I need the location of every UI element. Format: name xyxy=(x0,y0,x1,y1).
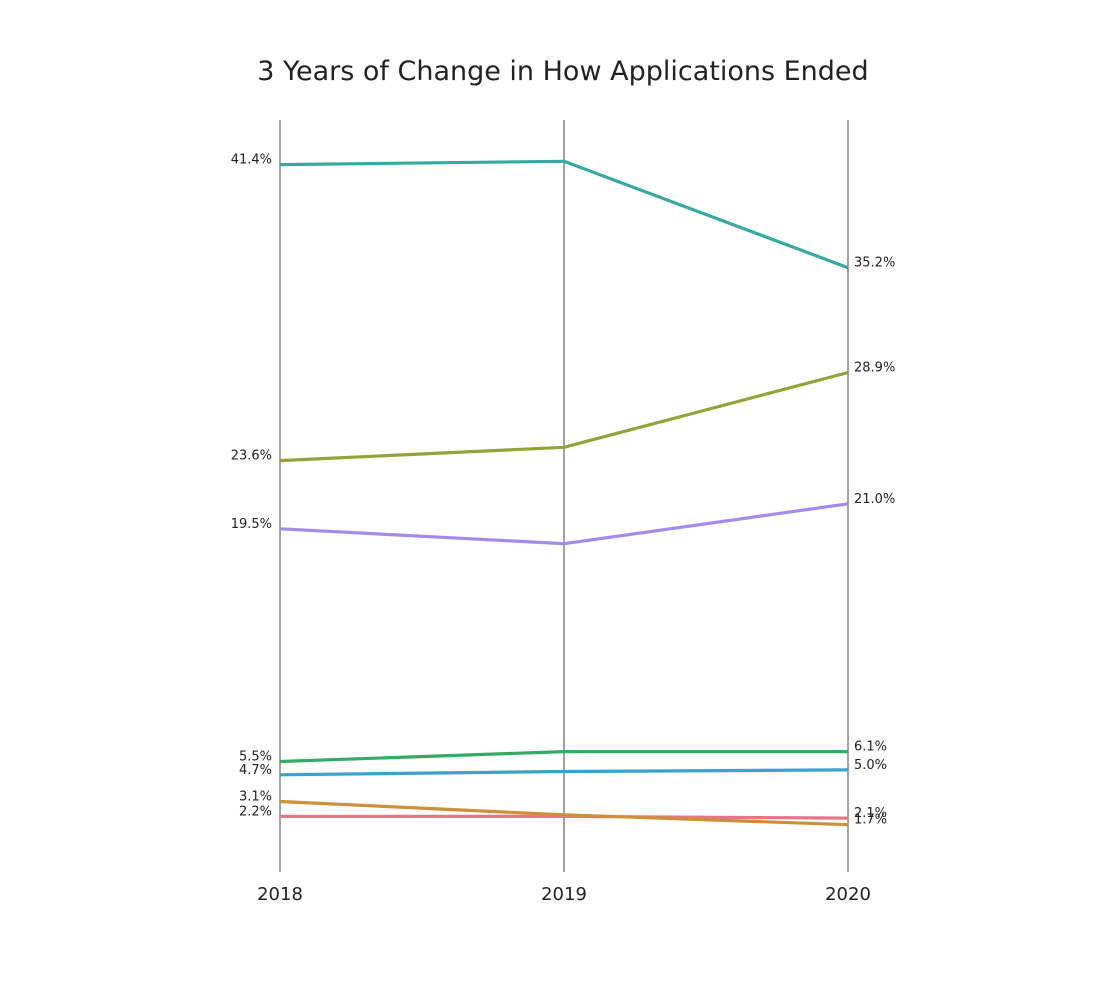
data-label: 6.1% xyxy=(854,740,887,755)
data-label: 35.2% xyxy=(854,256,895,271)
series-line xyxy=(280,814,849,820)
data-label: 5.5% xyxy=(239,750,272,765)
series-lines xyxy=(279,159,849,827)
data-label: 5.0% xyxy=(854,758,887,773)
value-labels: 41.4% 35.2% 23.6% 28.9% 19.5% 21.0% 5.5% 6.1% 4.… xyxy=(231,153,896,828)
series-line xyxy=(279,768,849,777)
data-label: 2.1% xyxy=(854,806,887,821)
data-label: 23.6% xyxy=(231,449,272,464)
series-line xyxy=(279,749,848,764)
data-label: 1.7% xyxy=(854,813,887,828)
year-label: 2019 xyxy=(541,884,587,905)
data-label: 2.2% xyxy=(239,804,272,819)
data-label: 4.7% xyxy=(239,763,272,778)
chart-title: 3 Years of Change in How Applications En… xyxy=(257,56,868,87)
series-line xyxy=(279,502,849,546)
year-labels: 2018 2019 2020 xyxy=(257,884,871,905)
series-line xyxy=(279,799,849,827)
data-label: 21.0% xyxy=(854,492,895,507)
data-label: 41.4% xyxy=(231,153,272,168)
year-label: 2018 xyxy=(257,884,303,905)
data-label: 3.1% xyxy=(239,790,272,805)
series-line xyxy=(279,159,849,270)
data-label: 28.9% xyxy=(854,361,895,376)
year-axes xyxy=(279,120,849,872)
year-label: 2020 xyxy=(825,884,871,905)
data-label: 19.5% xyxy=(231,517,272,532)
series-line xyxy=(279,370,849,463)
